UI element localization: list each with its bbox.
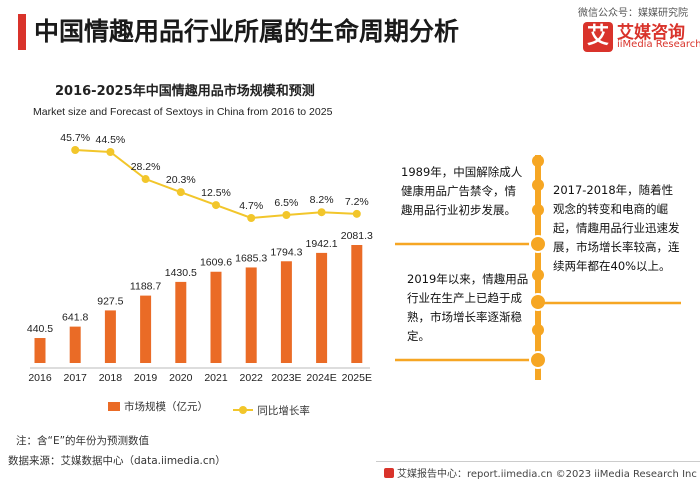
bar-value-label: 1794.3 [270,246,302,258]
growth-value-label: 7.2% [345,196,369,208]
x-tick-label: 2022 [240,372,264,384]
page-title: 中国情趣用品行业所属的生命周期分析 [34,17,460,46]
bar-value-label: 1609.6 [200,257,232,269]
bar [104,310,116,363]
bar [316,252,328,363]
bar-value-label: 641.8 [62,312,88,324]
bar [210,271,222,363]
growth-value-label: 4.7% [239,200,263,212]
x-tick-label: 2025E [342,372,372,384]
timeline-text-2017: 2017-2018年，随着性观念的转变和电商的崛起，情趣用品行业迅速发展，市场增… [553,183,680,273]
logo-name-cn: 艾媒咨询 [617,23,685,43]
footer: 艾媒报告中心：report.iimedia.cn ©2023 iiMedia R… [384,465,697,480]
logo-mark: 艾 [583,22,613,52]
bar-value-label: 1430.5 [165,267,197,279]
growth-point [106,147,115,156]
legend-line-label: 同比增长率 [257,404,310,417]
timeline-dot [532,179,544,191]
bar [140,295,152,363]
growth-point [282,211,291,220]
timeline-dot [532,269,544,281]
chart-title: 2016-2025年中国情趣用品市场规模和预测 [55,84,315,99]
legend-bar-swatch [108,402,120,411]
combo-chart: 440.5 2016 641.8 2017 927.5 2018 1188.7 2019 143… [27,132,373,384]
timeline-dot [529,293,545,311]
x-tick-label: 2024E [306,372,336,384]
bar-value-label: 2081.3 [341,230,373,242]
growth-point [141,175,150,184]
x-tick-label: 2023E [271,372,301,384]
growth-point [176,188,185,197]
bar [175,281,187,363]
bar-value-label: 1942.1 [306,238,338,250]
bar [351,245,363,363]
timeline-text-1989: 1989年，中国解除成人健康用品广告禁令，情趣用品行业初步发展。 [401,165,523,217]
title-accent-bar [18,14,26,50]
footer-text: 艾媒报告中心：report.iimedia.cn ©2023 iiMedia R… [397,469,697,480]
growth-point [352,209,361,218]
timeline-dot [532,204,544,216]
legend-line-swatch [233,406,254,414]
growth-value-label: 45.7% [60,132,90,144]
bar [69,326,81,363]
growth-value-label: 6.5% [274,197,298,209]
x-tick-label: 2016 [28,372,52,384]
connector-2 [541,301,681,305]
timeline-connectors [395,155,545,369]
report-center-icon [384,468,394,478]
legend-item-line: 同比增长率 [233,403,310,418]
growth-point [317,208,326,217]
growth-value-label: 28.2% [131,161,161,173]
legend-bar-label: 市场规模（亿元） [124,401,208,413]
timeline-dot [529,351,545,369]
bar-value-label: 1188.7 [130,281,161,293]
growth-point [247,214,256,222]
bar [280,261,292,363]
legend-item-bar: 市场规模（亿元） [108,399,208,414]
x-tick-label: 2017 [64,372,88,384]
bar-value-label: 927.5 [97,295,123,307]
footer-divider [376,461,700,462]
growth-point [212,201,220,210]
timeline-dot [529,235,545,253]
timeline-text-2019: 2019年以来，情趣用品行业在生产上已趋于成熟，市场增长率逐渐稳定。 [407,272,529,343]
bar [34,338,46,363]
logo-name-en: iiMedia Research [617,39,700,50]
growth-value-label: 8.2% [310,194,334,206]
growth-point [71,146,80,154]
footnote: 注：含“E”的年份为预测数值 [16,435,150,447]
x-tick-label: 2019 [134,372,158,384]
chart-subtitle: Market size and Forecast of Sextoys in C… [33,106,333,118]
wechat-label: 微信公众号：媒媒研究院 [578,8,688,19]
x-tick-label: 2018 [99,372,123,384]
growth-value-label: 12.5% [201,187,231,199]
growth-value-label: 44.5% [96,134,126,146]
x-tick-label: 2020 [169,372,193,384]
bar [245,267,257,363]
bar-value-label: 440.5 [27,323,53,335]
growth-value-label: 20.3% [166,174,196,186]
data-source: 数据来源：艾媒数据中心（data.iimedia.cn） [8,455,226,467]
timeline-axis [535,155,541,380]
x-tick-label: 2021 [204,372,228,384]
timeline-dot [532,155,544,167]
chart-legend: 市场规模（亿元） 同比增长率 [108,399,332,418]
bar-value-label: 1685.3 [235,252,267,264]
timeline-dot [532,324,544,336]
